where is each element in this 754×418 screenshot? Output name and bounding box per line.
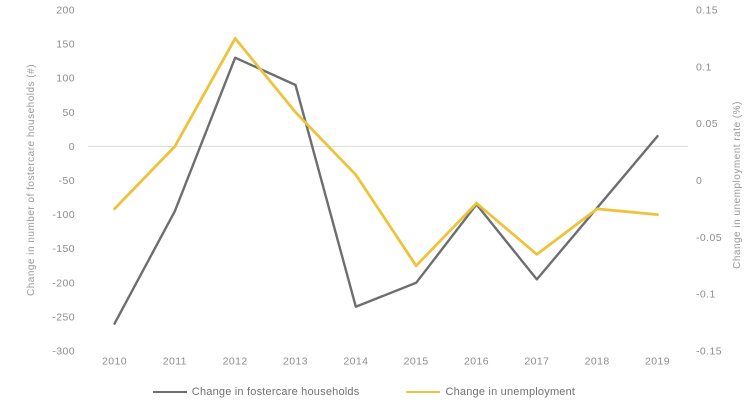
right-axis-tick-label: 0 — [696, 175, 702, 187]
x-axis-tick-label: 2012 — [223, 356, 248, 368]
x-axis-tick-label: 2017 — [524, 356, 549, 368]
x-axis-tick-label: 2014 — [343, 356, 368, 368]
right-axis-tick-label: -0.1 — [696, 289, 716, 301]
left-axis-tick-label: -300 — [52, 346, 75, 358]
right-axis-tick-label: 0.1 — [696, 61, 712, 73]
x-axis-tick-label: 2019 — [645, 356, 670, 368]
legend-swatch-fostercare — [152, 391, 187, 393]
x-axis-tick-labels: 2010 2011 2012 2013 2014 2015 2016 2017 2018 2019 — [102, 356, 670, 368]
x-axis-tick-label: 2016 — [464, 356, 489, 368]
left-axis-tick-label: 0 — [69, 141, 75, 153]
right-axis-tick-labels: 0.15 0.1 0.05 0 -0.05 -0.1 -0.15 — [696, 5, 722, 358]
x-axis-tick-label: 2011 — [163, 356, 187, 368]
left-axis-tick-label: 50 — [63, 107, 75, 119]
left-axis-tick-label: 100 — [56, 73, 75, 85]
legend-item: Change in unemployment — [406, 386, 575, 398]
legend-label: Change in fostercare households — [191, 386, 360, 398]
left-axis-tick-label: -150 — [52, 243, 75, 255]
right-axis-tick-label: 0.15 — [696, 5, 718, 17]
chart-legend: Change in fostercare households Change in… — [0, 386, 741, 398]
series-lines — [113, 37, 659, 325]
legend-item: Change in fostercare households — [152, 386, 360, 398]
right-axis-tick-label: 0.05 — [696, 118, 718, 130]
left-axis-tick-label: -200 — [52, 277, 75, 289]
x-axis-tick-label: 2013 — [283, 356, 308, 368]
right-axis-title: Change in unemployment rate (%) — [732, 101, 743, 269]
fostercare-series-line — [113, 56, 659, 325]
left-axis-title: Change in number of fostercare household… — [26, 64, 37, 296]
right-axis-tick-label: -0.05 — [696, 232, 722, 244]
right-axis-tick-label: -0.15 — [696, 346, 722, 358]
x-axis-tick-label: 2015 — [404, 356, 429, 368]
left-axis-tick-label: -100 — [52, 209, 75, 221]
legend-swatch-unemployment — [406, 391, 441, 393]
legend-label: Change in unemployment — [445, 386, 576, 398]
x-axis-tick-label: 2010 — [102, 356, 127, 368]
unemployment-series-line — [113, 37, 659, 268]
left-axis-tick-labels: 200 150 100 50 0 -50 -100 -150 -200 -250 -300 — [52, 5, 75, 358]
left-axis-tick-label: -50 — [59, 175, 75, 187]
left-axis-tick-label: 150 — [56, 39, 75, 51]
left-axis-tick-label: -250 — [52, 311, 75, 323]
left-axis-tick-label: 200 — [56, 5, 75, 17]
x-axis-tick-label: 2018 — [585, 356, 610, 368]
